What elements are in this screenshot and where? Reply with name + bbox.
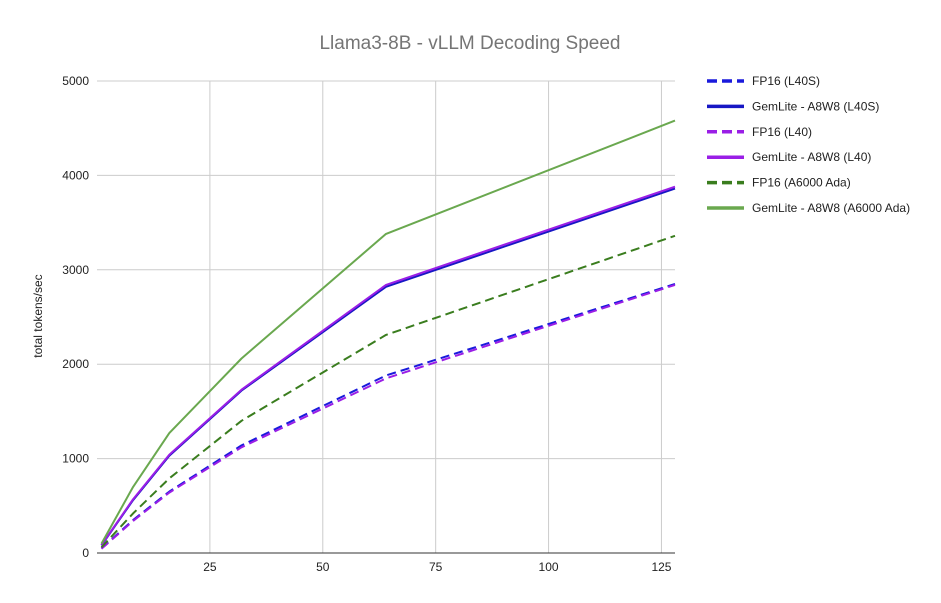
gridlines	[97, 80, 675, 553]
y-tick-label: 4000	[62, 168, 89, 182]
y-tick-label: 2000	[62, 357, 89, 371]
y-tick-label: 0	[82, 546, 89, 560]
legend-label-0: FP16 (L40S)	[752, 74, 820, 88]
series-line-4	[100, 234, 676, 548]
legend-label-4: FP16 (A6000 Ada)	[752, 176, 851, 190]
series-lines	[100, 119, 676, 550]
axes: 0 1000 2000 3000 4000 5000 25 50 75 100 125	[62, 74, 675, 574]
x-tick-label: 100	[539, 560, 559, 574]
legend-label-1: GemLite - A8W8 (L40S)	[752, 99, 879, 113]
y-tick-label: 3000	[62, 263, 89, 277]
x-tick-label: 75	[429, 560, 443, 574]
series-line-0	[100, 283, 676, 550]
legend-label-5: GemLite - A8W8 (A6000 Ada)	[752, 201, 910, 215]
x-tick-label: 25	[203, 560, 217, 574]
legend: FP16 (L40S) GemLite - A8W8 (L40S) FP16 (L4…	[707, 74, 910, 215]
x-tick-label: 125	[651, 560, 671, 574]
series-line-5	[100, 119, 676, 545]
legend-label-3: GemLite - A8W8 (L40)	[752, 150, 871, 164]
chart-title: Llama3-8B - vLLM Decoding Speed	[319, 33, 620, 54]
series-line-1	[100, 187, 676, 546]
y-axis-label: total tokens/sec	[31, 274, 45, 357]
legend-label-2: FP16 (L40)	[752, 125, 812, 139]
y-tick-label: 5000	[62, 74, 89, 88]
y-tick-label: 1000	[62, 452, 89, 466]
x-tick-label: 50	[316, 560, 330, 574]
series-line-3	[100, 185, 676, 546]
series-line-2	[100, 283, 676, 550]
